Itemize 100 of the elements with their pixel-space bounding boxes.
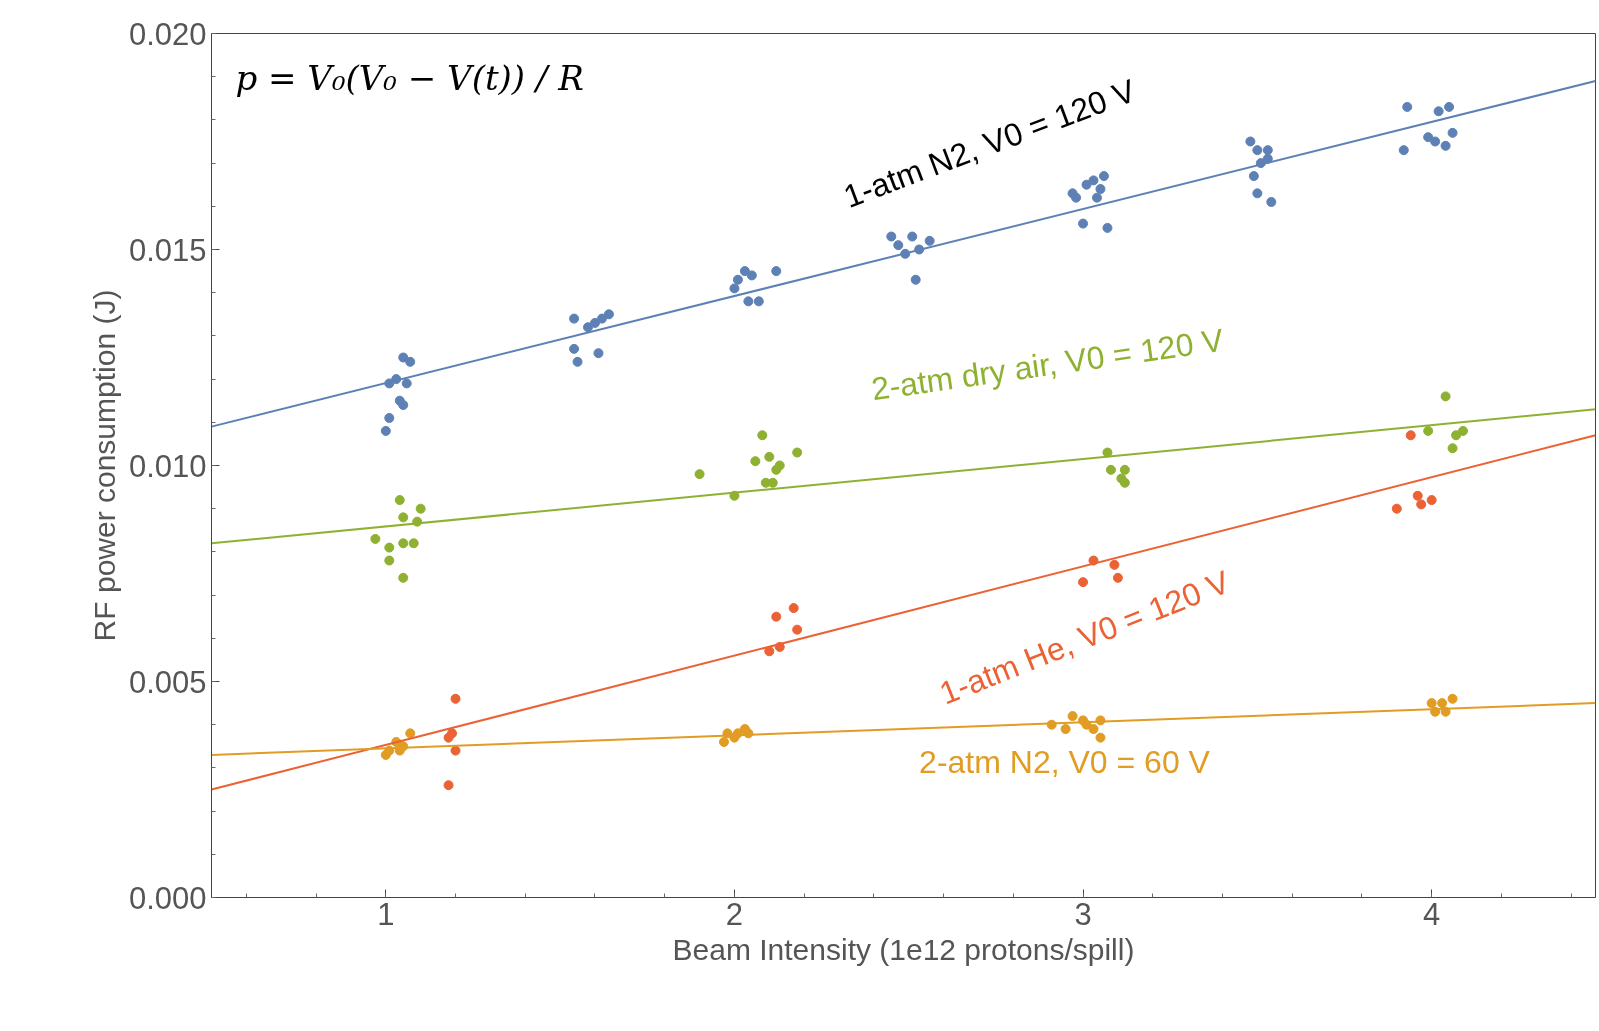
point xyxy=(1098,171,1109,182)
point xyxy=(1447,693,1458,704)
point xyxy=(792,447,803,458)
point xyxy=(405,728,416,739)
point xyxy=(603,309,614,320)
series-label: 2-atm N2, V0 = 60 V xyxy=(919,743,1211,780)
point xyxy=(415,503,426,514)
point xyxy=(1078,577,1089,588)
point xyxy=(1252,145,1263,156)
point xyxy=(447,728,458,739)
point xyxy=(1266,196,1277,207)
point xyxy=(1060,724,1071,735)
point xyxy=(1071,192,1082,203)
point xyxy=(1426,698,1437,709)
point xyxy=(1430,136,1441,147)
y-axis-title: RF power consumption (J) xyxy=(87,289,121,642)
x-tick-label: 2 xyxy=(725,896,744,932)
point xyxy=(907,231,918,242)
point xyxy=(450,693,461,704)
point xyxy=(750,456,761,467)
point xyxy=(1102,222,1113,233)
point xyxy=(694,469,705,480)
point xyxy=(1078,218,1089,229)
point xyxy=(1458,425,1469,436)
point xyxy=(1391,503,1402,514)
point xyxy=(1262,153,1273,164)
text: 1-atm N2, V0 = 120 V xyxy=(838,72,1141,215)
x-tick-label: 1 xyxy=(377,896,395,932)
point xyxy=(398,400,409,411)
point xyxy=(1440,391,1451,402)
text: 2-atm dry air, V0 = 120 V xyxy=(869,321,1227,408)
point xyxy=(764,451,775,462)
point xyxy=(746,270,757,281)
point xyxy=(764,646,775,657)
y-tick-label: 0.005 xyxy=(128,664,207,700)
point xyxy=(1412,490,1423,501)
point xyxy=(569,343,580,354)
point xyxy=(370,533,381,544)
point xyxy=(1437,698,1448,709)
point xyxy=(1105,464,1116,475)
text: 1-atm He, V0 = 120 V xyxy=(934,563,1236,712)
point xyxy=(1088,724,1099,735)
point xyxy=(1095,732,1106,743)
point xyxy=(1426,495,1437,506)
point xyxy=(398,512,409,523)
point xyxy=(384,555,395,566)
point xyxy=(718,736,729,747)
point xyxy=(886,231,897,242)
x-axis-title: Beam Intensity (1e12 protons/spill) xyxy=(672,932,1135,966)
point xyxy=(1081,179,1092,190)
point xyxy=(1398,145,1409,156)
point xyxy=(384,542,395,553)
y-tick-label: 0.020 xyxy=(128,16,207,52)
point xyxy=(771,266,782,277)
point xyxy=(401,378,412,389)
y-tick-label: 0.015 xyxy=(128,232,207,268)
point xyxy=(1444,101,1455,112)
point xyxy=(1447,127,1458,138)
point xyxy=(1252,188,1263,199)
point xyxy=(398,538,409,549)
point xyxy=(1440,140,1451,151)
point xyxy=(753,296,764,307)
point xyxy=(924,235,935,246)
point xyxy=(1423,425,1434,436)
point xyxy=(1433,106,1444,117)
point xyxy=(757,430,768,441)
y-tick-label: 0.010 xyxy=(128,448,207,484)
point xyxy=(1119,477,1130,488)
point xyxy=(1262,145,1273,156)
point xyxy=(398,572,409,583)
x-tick-label: 4 xyxy=(1423,896,1441,932)
point xyxy=(583,322,593,333)
point xyxy=(910,274,921,285)
point xyxy=(1402,101,1413,112)
point xyxy=(788,603,799,614)
point xyxy=(1102,447,1113,458)
point xyxy=(443,780,454,791)
point xyxy=(1405,430,1416,441)
point xyxy=(405,356,416,367)
point xyxy=(1067,711,1078,722)
point xyxy=(1451,430,1462,441)
point xyxy=(771,611,782,622)
point xyxy=(774,460,785,471)
point xyxy=(1088,175,1099,186)
point xyxy=(743,296,754,307)
x-tick-label: 3 xyxy=(1074,896,1092,932)
point xyxy=(1119,464,1130,475)
point xyxy=(1109,559,1120,570)
point xyxy=(1248,171,1259,182)
point xyxy=(1091,192,1102,203)
point xyxy=(572,356,583,367)
point xyxy=(398,352,409,363)
point xyxy=(569,313,580,324)
point xyxy=(596,313,607,324)
point xyxy=(1447,443,1458,454)
point xyxy=(1416,499,1427,510)
point xyxy=(380,425,391,436)
point xyxy=(589,317,600,328)
point xyxy=(1112,572,1123,583)
point xyxy=(732,274,743,285)
